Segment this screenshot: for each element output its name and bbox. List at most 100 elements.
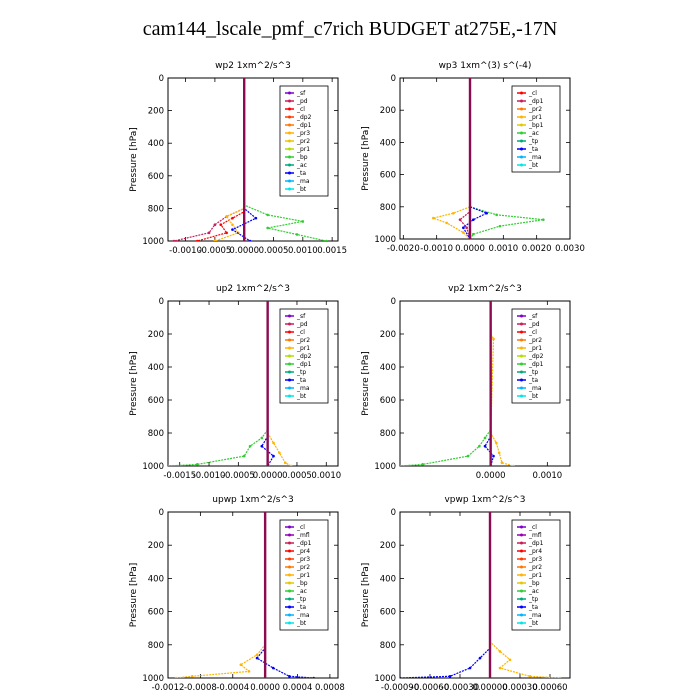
legend-marker	[520, 525, 523, 529]
x-tick-label: 0.0005	[282, 471, 312, 481]
legend-label: _tp	[296, 369, 306, 376]
legend-marker	[520, 581, 523, 585]
series-line-dp1	[400, 301, 492, 466]
legend-label: _mfl	[296, 532, 310, 539]
series-group	[431, 78, 545, 239]
y-tick-label: 1000	[142, 237, 164, 247]
series-group	[172, 78, 328, 241]
x-tick-label: -0.0008	[184, 683, 217, 693]
legend-marker	[520, 123, 523, 127]
legend-label: _pr2	[528, 564, 542, 571]
legend-label: _bt	[296, 393, 307, 400]
y-tick-label: 600	[148, 608, 164, 618]
x-tick-label: -0.0012	[152, 683, 185, 693]
panel-title: vp2 1xm^2/s^3	[448, 284, 522, 294]
y-tick-label: 1000	[374, 674, 396, 684]
legend-label: _pr3	[296, 130, 310, 137]
data-point	[468, 666, 472, 670]
panel-title: wp2 1xm^2/s^3	[215, 61, 291, 71]
data-point	[174, 676, 178, 678]
legend-marker	[288, 549, 291, 553]
x-tick-label: 0.00030	[502, 683, 537, 693]
data-point	[283, 461, 287, 465]
series-group	[174, 512, 316, 678]
y-tick-label: 800	[148, 429, 164, 439]
data-point	[400, 676, 402, 678]
legend-label: _ta	[296, 604, 306, 611]
data-point	[239, 663, 243, 667]
x-tick-label: 0.0015	[317, 246, 347, 256]
data-point	[452, 211, 455, 215]
legend-marker	[288, 179, 291, 183]
y-tick-label: 400	[148, 574, 164, 584]
legend-marker	[520, 370, 523, 374]
x-tick-label: -0.0015	[163, 471, 196, 481]
data-point	[248, 239, 252, 241]
y-tick-label: 200	[148, 107, 164, 117]
data-point	[289, 464, 293, 466]
y-tick-label: 1000	[142, 674, 164, 684]
legend-label: _cl	[528, 524, 537, 531]
legend-label: _sf	[296, 90, 306, 97]
data-point	[231, 223, 234, 226]
legend-marker	[288, 147, 291, 151]
legend-label: _mfl	[528, 532, 542, 539]
legend-label: _dp1	[296, 540, 312, 547]
y-axis-label: Pressure [hPa]	[129, 127, 139, 192]
data-point	[196, 239, 199, 241]
legend-marker	[288, 171, 291, 175]
chart-panel-1: wp2 1xm^2/s^3 Pressure [hPa] 0 200 400 600 800…	[129, 61, 347, 256]
series-line-ta	[400, 512, 491, 678]
data-point	[288, 675, 291, 678]
legend-label: _bt	[528, 393, 539, 400]
y-tick-label: 0	[391, 297, 396, 307]
legend-label: _tp	[528, 138, 538, 145]
y-tick-label: 400	[148, 363, 164, 373]
y-tick-label: 600	[380, 171, 396, 181]
legend-marker	[520, 621, 523, 625]
legend-label: _dp1	[528, 361, 544, 368]
y-tick-label: 0	[159, 297, 164, 307]
legend-marker	[288, 597, 291, 601]
y-tick-label: 1000	[374, 462, 396, 472]
legend-label: _pr2	[296, 138, 310, 145]
plot-frame	[167, 300, 339, 467]
data-point	[462, 231, 465, 234]
x-tick-label: -0.0020	[387, 244, 420, 254]
legend-marker	[520, 573, 523, 577]
legend-marker	[520, 147, 523, 151]
data-point	[472, 218, 475, 221]
legend-marker	[288, 322, 291, 326]
legend-marker	[520, 605, 523, 609]
legend-label: _dp1	[528, 98, 544, 105]
legend-marker	[288, 386, 291, 390]
legend-marker	[288, 394, 291, 398]
legend-label: _pd	[296, 98, 308, 105]
series-line-ta	[484, 301, 495, 466]
x-tick-label: 0.0008	[315, 683, 345, 693]
data-point	[483, 436, 487, 440]
x-tick-label: 0.00060	[532, 683, 567, 693]
legend-label: _ta	[296, 170, 306, 177]
data-point	[255, 653, 259, 657]
x-tick-label: 0.0000	[476, 471, 506, 481]
legend-label: _pr1	[296, 345, 310, 352]
legend-marker	[288, 362, 291, 366]
x-tick-label: 0.0020	[522, 244, 552, 254]
data-point	[462, 226, 465, 230]
data-point	[225, 231, 228, 235]
legend: _sf_pd_cl_pr2_pr1_dp2_dp1_tp_ta_ma_bt	[511, 308, 561, 404]
legend-marker	[520, 314, 523, 318]
data-point	[247, 670, 251, 673]
legend-label: _pr1	[528, 114, 542, 121]
legend-marker	[288, 370, 291, 374]
y-tick-label: 800	[380, 429, 396, 439]
y-tick-label: 0	[159, 74, 164, 84]
legend-marker	[520, 91, 523, 95]
legend-marker	[520, 541, 523, 545]
data-point	[231, 228, 234, 231]
legend-label: _ma	[296, 612, 310, 619]
x-tick-label: 0.0010	[311, 471, 341, 481]
x-tick-label: 0.0000	[250, 683, 280, 693]
